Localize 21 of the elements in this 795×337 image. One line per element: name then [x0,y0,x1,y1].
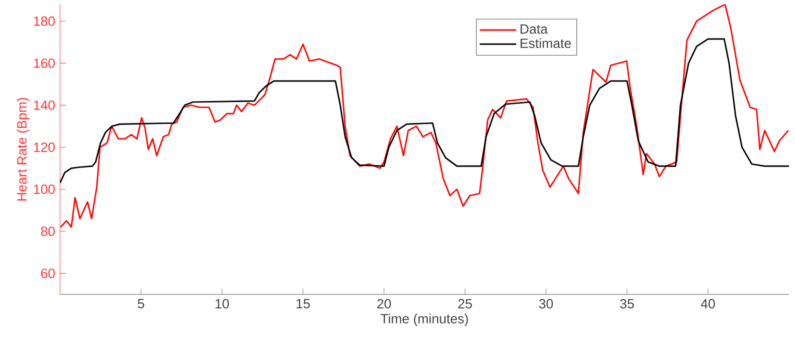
y-tick-label: 160 [34,58,55,68]
x-tick-label: 20 [377,299,391,308]
x-tick-label: 30 [539,299,553,308]
y-axis-title: Heart Rate (Bpm) [16,98,30,200]
y-tick-label: 80 [41,226,55,236]
y-tick-label: 140 [34,100,55,110]
legend-label: Estimate [520,38,571,48]
legend-label: Data [520,24,548,34]
x-tick-label: 25 [458,299,472,308]
y-tick-label: 100 [34,184,55,194]
y-tick-label: 180 [34,16,55,26]
y-tick-label: 120 [34,142,55,152]
x-tick-label: 10 [216,299,229,308]
x-axis-title: Time (minutes) [380,314,468,326]
y-tick-label: 60 [41,268,55,278]
x-tick-label: 5 [138,299,144,308]
x-tick-label: 15 [296,299,310,308]
x-tick-label: 35 [620,299,634,308]
line-series [60,4,789,228]
line-series [60,38,789,184]
x-tick-label: 40 [700,299,715,308]
